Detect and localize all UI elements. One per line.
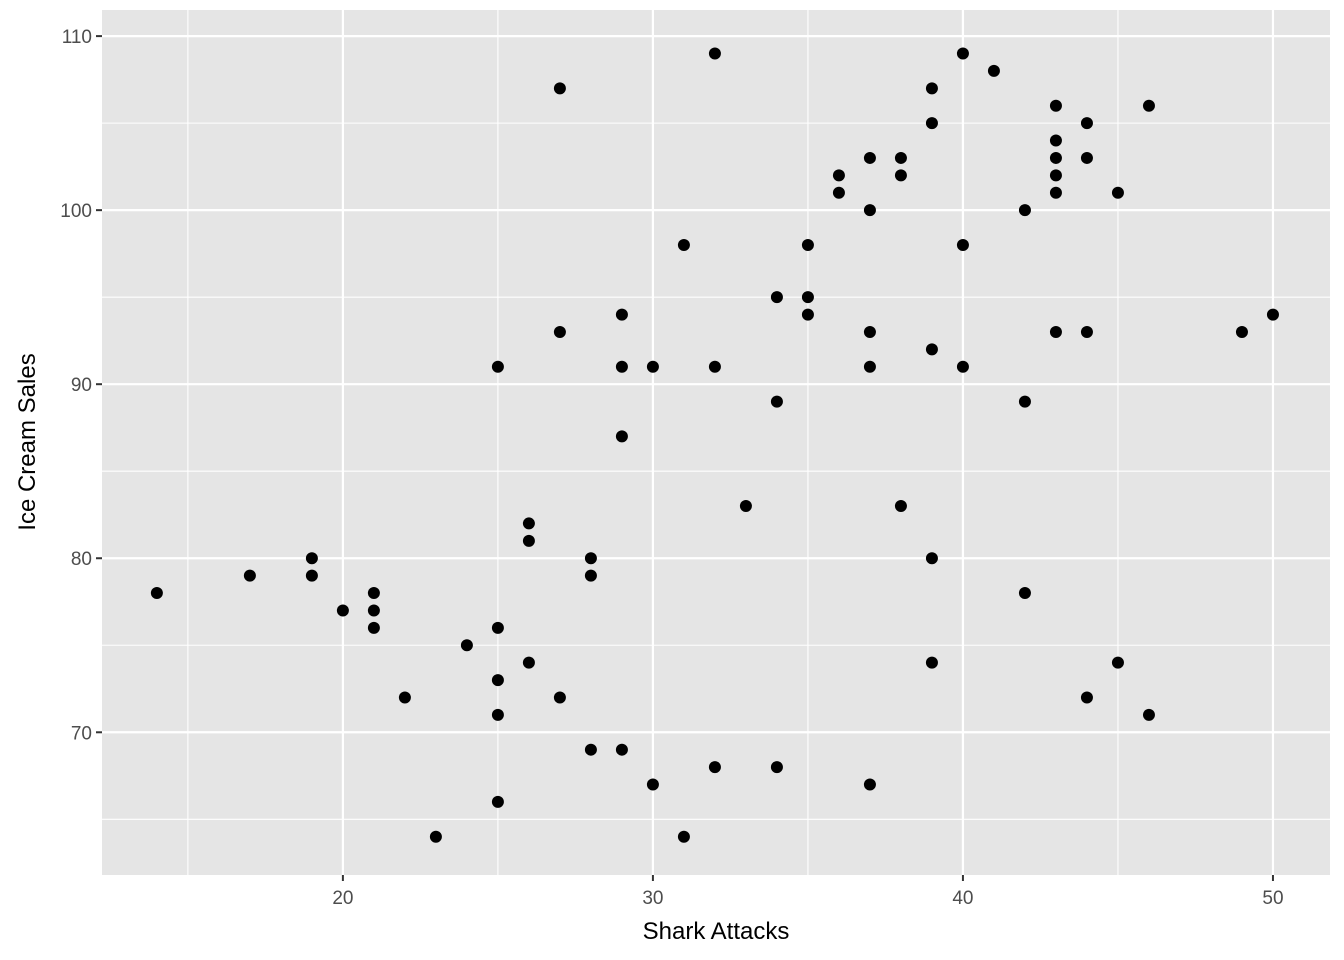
- data-point: [522, 656, 535, 669]
- x-tick-label: 30: [642, 888, 663, 909]
- data-point: [956, 360, 969, 373]
- data-point: [863, 151, 876, 164]
- data-point: [770, 761, 783, 774]
- data-point: [429, 830, 442, 843]
- plot-panel: [102, 10, 1330, 875]
- data-point: [367, 621, 380, 634]
- x-tick-label: 40: [952, 888, 973, 909]
- x-tick-label: 20: [332, 888, 353, 909]
- data-point: [491, 674, 504, 687]
- data-point: [832, 169, 845, 182]
- data-point: [1049, 151, 1062, 164]
- data-point: [584, 743, 597, 756]
- data-point: [1018, 395, 1031, 408]
- data-point: [1111, 656, 1124, 669]
- y-tick-label: 100: [60, 201, 92, 222]
- data-point: [925, 82, 938, 95]
- y-axis-label: Ice Cream Sales: [14, 353, 41, 530]
- data-point: [615, 360, 628, 373]
- data-point: [677, 830, 690, 843]
- data-point: [770, 291, 783, 304]
- data-point: [708, 47, 721, 60]
- data-point: [491, 360, 504, 373]
- data-point: [1080, 691, 1093, 704]
- data-point: [832, 186, 845, 199]
- y-tick-label: 90: [71, 375, 92, 396]
- data-point: [150, 587, 163, 600]
- data-point: [460, 639, 473, 652]
- data-point: [584, 552, 597, 565]
- y-tick-label: 70: [71, 723, 92, 744]
- data-point: [894, 169, 907, 182]
- data-point: [646, 360, 659, 373]
- data-point: [1080, 325, 1093, 338]
- data-point: [956, 47, 969, 60]
- data-point: [894, 151, 907, 164]
- data-point: [925, 656, 938, 669]
- data-point: [677, 238, 690, 251]
- data-point: [894, 500, 907, 513]
- data-point: [925, 552, 938, 565]
- grid-minor: [102, 10, 1330, 875]
- data-point: [925, 343, 938, 356]
- data-point: [925, 117, 938, 130]
- data-point: [987, 64, 1000, 77]
- data-point: [1049, 325, 1062, 338]
- data-point: [1018, 204, 1031, 217]
- data-point: [1080, 151, 1093, 164]
- data-point: [801, 308, 814, 321]
- data-point: [801, 238, 814, 251]
- data-point: [863, 778, 876, 791]
- data-point: [1049, 134, 1062, 147]
- data-point: [1266, 308, 1279, 321]
- data-point: [522, 534, 535, 547]
- data-point: [1049, 169, 1062, 182]
- data-point: [863, 360, 876, 373]
- data-point: [708, 360, 721, 373]
- data-point: [1111, 186, 1124, 199]
- data-point: [491, 795, 504, 808]
- data-point: [522, 517, 535, 530]
- data-point: [367, 587, 380, 600]
- x-axis: 20 30 40 50: [332, 875, 1284, 909]
- data-point: [801, 291, 814, 304]
- data-point: [243, 569, 256, 582]
- data-point: [336, 604, 349, 617]
- data-point: [553, 325, 566, 338]
- x-axis-label: Shark Attacks: [643, 918, 790, 945]
- data-point: [491, 708, 504, 721]
- data-point: [1049, 99, 1062, 112]
- data-point: [1018, 587, 1031, 600]
- data-point: [491, 621, 504, 634]
- x-tick-label: 50: [1262, 888, 1283, 909]
- data-point: [739, 500, 752, 513]
- y-axis: 70 80 90 100 110: [60, 27, 102, 744]
- data-point: [1235, 325, 1248, 338]
- data-point: [305, 569, 318, 582]
- data-point: [305, 552, 318, 565]
- y-tick-label: 110: [62, 27, 92, 48]
- data-point: [367, 604, 380, 617]
- data-point: [1142, 99, 1155, 112]
- data-point: [956, 238, 969, 251]
- data-points: [150, 47, 1279, 843]
- data-point: [615, 743, 628, 756]
- data-point: [708, 761, 721, 774]
- data-point: [615, 430, 628, 443]
- data-point: [398, 691, 411, 704]
- data-point: [863, 325, 876, 338]
- data-point: [553, 691, 566, 704]
- data-point: [770, 395, 783, 408]
- data-point: [615, 308, 628, 321]
- data-point: [1142, 708, 1155, 721]
- data-point: [646, 778, 659, 791]
- data-point: [553, 82, 566, 95]
- data-point: [584, 569, 597, 582]
- grid-major: [102, 10, 1330, 875]
- data-point: [863, 204, 876, 217]
- y-tick-label: 80: [71, 549, 92, 570]
- data-point: [1049, 186, 1062, 199]
- data-point: [1080, 117, 1093, 130]
